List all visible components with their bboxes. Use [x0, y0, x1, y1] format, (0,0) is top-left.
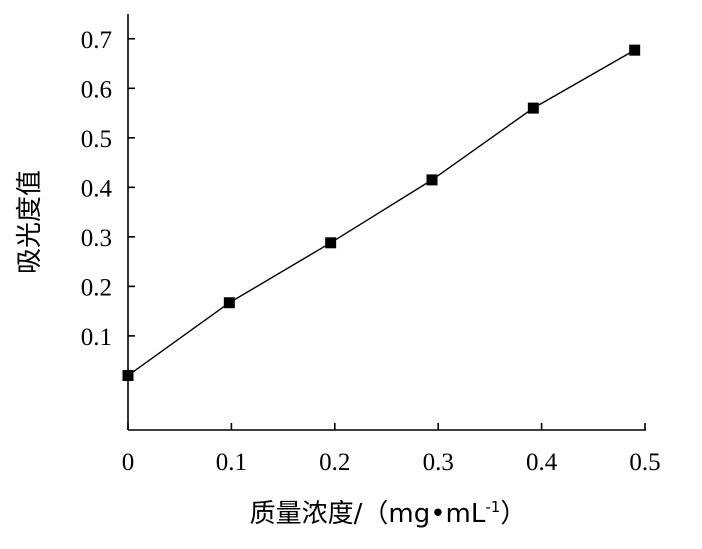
y-tick-label: 0.5 — [81, 126, 112, 153]
data-point — [426, 174, 438, 186]
x-tick-label: 0.3 — [423, 449, 454, 476]
x-axis-title-sup: -1 — [485, 498, 500, 516]
x-tick-label: 0 — [122, 449, 135, 476]
axes — [127, 14, 646, 431]
y-tick-label: 0.1 — [81, 324, 112, 351]
y-tick-label: 0.4 — [81, 175, 113, 202]
y-tick-label: 0.2 — [81, 274, 112, 301]
data-point — [325, 237, 337, 249]
y-ticks: 0.1 0.2 0.3 0.4 0.5 0.6 0.7 — [81, 27, 135, 351]
x-tick-label: 0.2 — [319, 449, 350, 476]
data-point — [223, 297, 235, 309]
y-axis-title: 吸光度值 — [15, 170, 45, 274]
series-layer — [122, 44, 641, 382]
x-axis-title-main: 质量浓度/（mg•mL — [250, 499, 486, 529]
y-tick-label: 0.6 — [81, 76, 112, 103]
data-point — [527, 102, 539, 114]
data-point — [629, 44, 641, 56]
x-axis-title: 质量浓度/（mg•mL-1） — [250, 498, 527, 529]
y-tick-label: 0.3 — [81, 225, 112, 252]
data-point — [122, 370, 134, 382]
x-tick-label: 0.4 — [526, 449, 558, 476]
x-ticks: 0 0.1 0.2 0.3 0.4 0.5 — [122, 423, 661, 476]
y-tick-label: 0.7 — [81, 27, 112, 54]
x-tick-label: 0.5 — [629, 449, 660, 476]
series-line — [127, 49, 636, 377]
x-axis-title-close: ） — [500, 499, 526, 529]
x-tick-label: 0.1 — [216, 449, 247, 476]
